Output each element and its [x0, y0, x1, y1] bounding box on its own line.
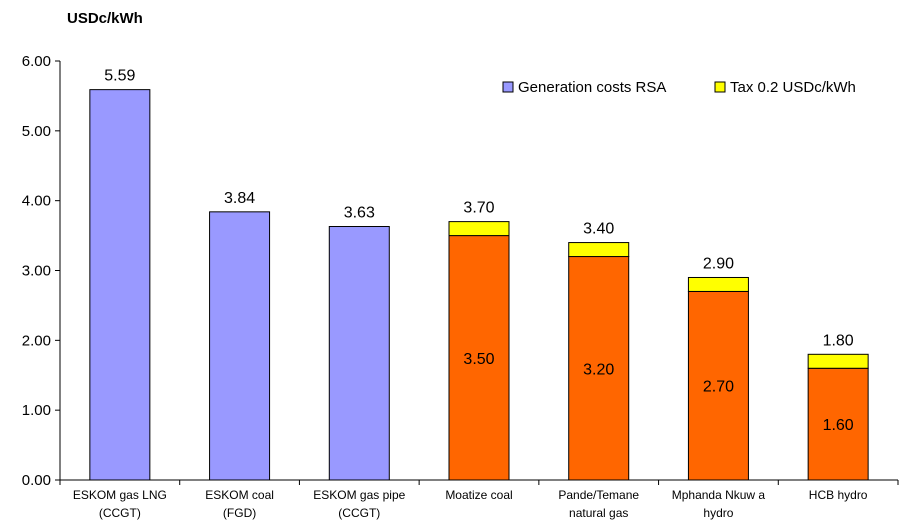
- y-tick-label: 3.00: [22, 263, 51, 280]
- bar-total-label: 2.90: [703, 255, 734, 272]
- x-category-label: natural gas: [569, 506, 628, 520]
- x-category-label: (CCGT): [338, 506, 380, 520]
- y-tick-label: 5.00: [22, 123, 51, 140]
- bar-generation-cost: [209, 211, 271, 481]
- x-category-label: Pande/Temane: [558, 488, 639, 502]
- bar-generation-cost: [328, 226, 390, 481]
- data-labels: ESKOM gas LNG (CCGT) ESKOM coal (FGD) ESKOM …: [73, 68, 868, 520]
- legend-swatch-generation: [502, 81, 514, 93]
- bar-total-label: 3.40: [583, 221, 614, 238]
- y-tick-label: 0.00: [22, 472, 51, 489]
- x-category-label: HCB hydro: [809, 488, 868, 502]
- bar-tax: [568, 242, 630, 258]
- bar-total-label: 1.80: [823, 332, 854, 349]
- bar-inner-label: 2.70: [703, 379, 734, 396]
- axes: 0.00 1.00 2.00 3.00 4.00 5.00 6.00: [22, 53, 899, 489]
- bar-inner-label: 3.50: [463, 351, 494, 368]
- y-tick-label: 4.00: [22, 193, 51, 210]
- legend-label-tax: Tax 0.2 USDc/kWh: [730, 79, 856, 96]
- bar-tax: [807, 353, 869, 369]
- y-tick-label: 6.00: [22, 53, 51, 70]
- x-category-label: (CCGT): [99, 506, 141, 520]
- bar-generation-cost: [807, 367, 869, 481]
- legend-swatch-tax: [714, 81, 726, 93]
- bar-generation-cost: [687, 290, 749, 481]
- bar-tax: [687, 276, 749, 292]
- bar-tax: [448, 221, 510, 237]
- bar-total-label: 3.63: [344, 205, 375, 222]
- bar-generation-cost: [568, 256, 630, 481]
- bar-generation-cost: [89, 89, 151, 481]
- bars: [89, 89, 869, 481]
- bar-inner-label: 3.20: [583, 361, 614, 378]
- x-category-label: ESKOM gas LNG: [73, 488, 167, 502]
- bar-inner-label: 1.60: [823, 417, 854, 434]
- x-category-label: ESKOM gas pipe: [313, 488, 405, 502]
- bar-total-label: 5.59: [104, 68, 135, 85]
- x-category-label: hydro: [703, 506, 733, 520]
- legend-label-generation: Generation costs RSA: [518, 79, 666, 96]
- x-category-label: Moatize coal: [445, 488, 512, 502]
- y-tick-label: 1.00: [22, 402, 51, 419]
- bar-total-label: 3.84: [224, 190, 255, 207]
- x-category-label: (FGD): [223, 506, 256, 520]
- legend: Generation costs RSA Tax 0.2 USDc/kWh: [502, 79, 856, 96]
- bar-generation-cost: [448, 235, 510, 481]
- y-tick-label: 2.00: [22, 332, 51, 349]
- bar-total-label: 3.70: [463, 200, 494, 217]
- x-category-label: Mphanda Nkuw a: [672, 488, 766, 502]
- y-axis-label: USDc/kWh: [67, 10, 143, 27]
- x-category-label: ESKOM coal: [205, 488, 274, 502]
